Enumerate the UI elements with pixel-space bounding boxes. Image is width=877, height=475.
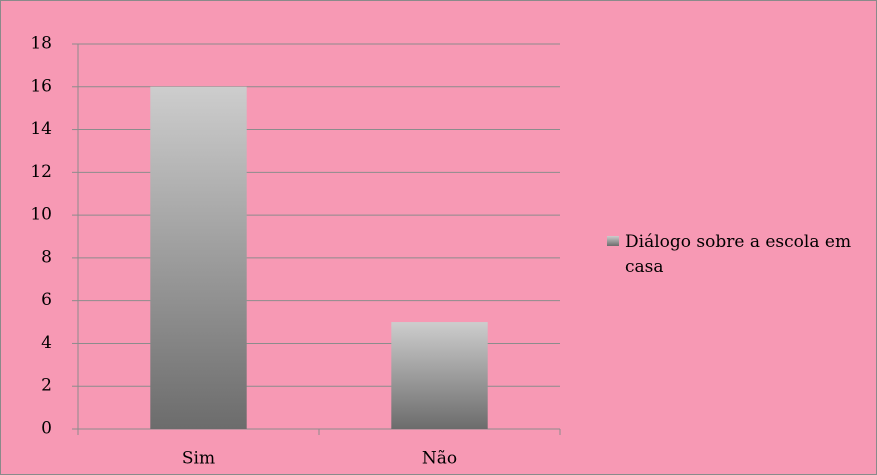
x-tick-label: Não: [422, 449, 457, 469]
legend-label: Diálogo sobre a escola em casa: [625, 232, 852, 277]
y-tick-label: 8: [41, 247, 52, 267]
y-tick-label: 18: [30, 34, 52, 54]
bar: [150, 86, 247, 430]
y-tick-label: 10: [30, 205, 52, 225]
y-tick-label: 2: [41, 376, 52, 396]
y-tick-label: 4: [41, 333, 52, 353]
y-tick-label: 16: [30, 76, 52, 96]
bar: [391, 322, 488, 429]
y-tick-label: 0: [41, 419, 52, 439]
y-tick-label: 14: [30, 119, 52, 139]
y-tick-label: 12: [30, 162, 52, 182]
x-tick-label: Sim: [182, 449, 215, 469]
legend-swatch: [607, 236, 619, 246]
y-tick-label: 6: [41, 290, 52, 310]
